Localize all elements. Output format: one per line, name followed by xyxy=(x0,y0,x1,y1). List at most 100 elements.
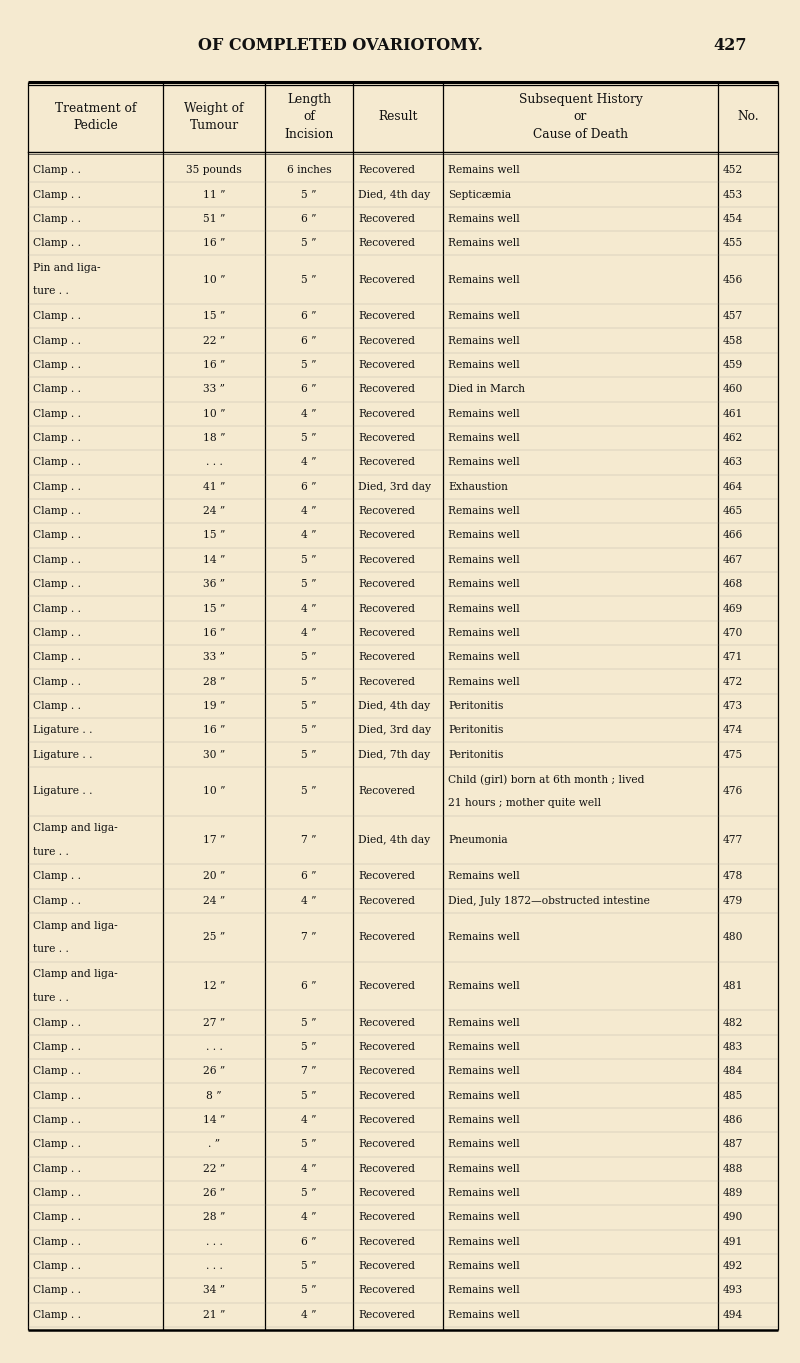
Text: Clamp . .: Clamp . . xyxy=(33,214,81,224)
Text: Remains well: Remains well xyxy=(448,311,520,322)
Text: Recovered: Recovered xyxy=(358,871,415,882)
Text: 41 ”: 41 ” xyxy=(203,481,225,492)
Text: 488: 488 xyxy=(723,1164,743,1174)
Text: 17 ”: 17 ” xyxy=(203,836,225,845)
Text: Remains well: Remains well xyxy=(448,1066,520,1077)
Text: Remains well: Remains well xyxy=(448,165,520,176)
Text: Recovered: Recovered xyxy=(358,604,415,613)
Text: Peritonitis: Peritonitis xyxy=(448,750,503,759)
Text: Remains well: Remains well xyxy=(448,1236,520,1247)
Text: Clamp . .: Clamp . . xyxy=(33,189,81,199)
Text: Clamp . .: Clamp . . xyxy=(33,433,81,443)
Text: Remains well: Remains well xyxy=(448,1018,520,1028)
Text: Remains well: Remains well xyxy=(448,506,520,517)
Text: Remains well: Remains well xyxy=(448,932,520,942)
Text: Recovered: Recovered xyxy=(358,932,415,942)
Text: 467: 467 xyxy=(723,555,743,564)
Text: 493: 493 xyxy=(723,1285,743,1295)
Text: . . .: . . . xyxy=(206,1041,222,1052)
Text: Recovered: Recovered xyxy=(358,1164,415,1174)
Text: 481: 481 xyxy=(723,981,743,991)
Text: Recovered: Recovered xyxy=(358,239,415,248)
Text: Clamp . .: Clamp . . xyxy=(33,335,81,346)
Text: Remains well: Remains well xyxy=(448,1041,520,1052)
Text: Clamp . .: Clamp . . xyxy=(33,871,81,882)
Text: Pin and liga-: Pin and liga- xyxy=(33,263,101,273)
Text: 4 ”: 4 ” xyxy=(302,628,317,638)
Text: Clamp . .: Clamp . . xyxy=(33,1261,81,1272)
Text: 487: 487 xyxy=(723,1139,743,1149)
Text: 7 ”: 7 ” xyxy=(302,836,317,845)
Text: 475: 475 xyxy=(723,750,743,759)
Text: . ”: . ” xyxy=(208,1139,220,1149)
Text: 5 ”: 5 ” xyxy=(302,1139,317,1149)
Text: Clamp . .: Clamp . . xyxy=(33,458,81,468)
Text: Clamp . .: Clamp . . xyxy=(33,701,81,711)
Text: Child (girl) born at 6th month ; lived: Child (girl) born at 6th month ; lived xyxy=(448,774,645,785)
Text: 10 ”: 10 ” xyxy=(202,786,226,796)
Text: Died, 3rd day: Died, 3rd day xyxy=(358,481,431,492)
Text: Remains well: Remains well xyxy=(448,1213,520,1223)
Text: No.: No. xyxy=(737,110,759,124)
Text: 6 ”: 6 ” xyxy=(302,214,317,224)
Text: 26 ”: 26 ” xyxy=(203,1066,225,1077)
Text: Clamp . .: Clamp . . xyxy=(33,1115,81,1124)
Text: Clamp . .: Clamp . . xyxy=(33,1213,81,1223)
Text: Recovered: Recovered xyxy=(358,165,415,176)
Text: Weight of
Tumour: Weight of Tumour xyxy=(184,102,244,132)
Text: Result: Result xyxy=(378,110,418,124)
Text: 5 ”: 5 ” xyxy=(302,676,317,687)
Text: ture . .: ture . . xyxy=(33,945,69,954)
Text: Recovered: Recovered xyxy=(358,1189,415,1198)
Text: 12 ”: 12 ” xyxy=(203,981,225,991)
Text: Remains well: Remains well xyxy=(448,1090,520,1101)
Text: Remains well: Remains well xyxy=(448,579,520,589)
Text: 14 ”: 14 ” xyxy=(203,1115,225,1124)
Text: 5 ”: 5 ” xyxy=(302,750,317,759)
Text: Recovered: Recovered xyxy=(358,1139,415,1149)
Text: Clamp . .: Clamp . . xyxy=(33,676,81,687)
Text: 5 ”: 5 ” xyxy=(302,1090,317,1101)
Text: 5 ”: 5 ” xyxy=(302,1018,317,1028)
Text: . . .: . . . xyxy=(206,1236,222,1247)
Text: 22 ”: 22 ” xyxy=(203,1164,225,1174)
Text: Septicæmia: Septicæmia xyxy=(448,189,511,199)
Text: Recovered: Recovered xyxy=(358,506,415,517)
Text: 4 ”: 4 ” xyxy=(302,604,317,613)
Text: 7 ”: 7 ” xyxy=(302,932,317,942)
Text: 465: 465 xyxy=(723,506,743,517)
Text: Clamp and liga-: Clamp and liga- xyxy=(33,920,118,931)
Text: 30 ”: 30 ” xyxy=(203,750,225,759)
Text: ture . .: ture . . xyxy=(33,286,69,297)
Text: 6 ”: 6 ” xyxy=(302,981,317,991)
Text: 16 ”: 16 ” xyxy=(203,628,225,638)
Text: 14 ”: 14 ” xyxy=(203,555,225,564)
Text: Pneumonia: Pneumonia xyxy=(448,836,508,845)
Text: Recovered: Recovered xyxy=(358,628,415,638)
Text: 480: 480 xyxy=(723,932,743,942)
Text: 51 ”: 51 ” xyxy=(203,214,225,224)
Text: Recovered: Recovered xyxy=(358,579,415,589)
Text: 24 ”: 24 ” xyxy=(203,895,225,906)
Text: Clamp . .: Clamp . . xyxy=(33,506,81,517)
Text: Recovered: Recovered xyxy=(358,311,415,322)
Text: 5 ”: 5 ” xyxy=(302,1261,317,1272)
Text: Recovered: Recovered xyxy=(358,458,415,468)
Text: 8 ”: 8 ” xyxy=(206,1090,222,1101)
Text: Remains well: Remains well xyxy=(448,214,520,224)
Text: Clamp . .: Clamp . . xyxy=(33,1066,81,1077)
Text: 479: 479 xyxy=(723,895,743,906)
Text: Clamp . .: Clamp . . xyxy=(33,1018,81,1028)
Text: 473: 473 xyxy=(723,701,743,711)
Text: Recovered: Recovered xyxy=(358,360,415,369)
Text: 6 ”: 6 ” xyxy=(302,481,317,492)
Text: 6 ”: 6 ” xyxy=(302,384,317,394)
Text: Peritonitis: Peritonitis xyxy=(448,701,503,711)
Text: Recovered: Recovered xyxy=(358,275,415,285)
Text: 427: 427 xyxy=(714,38,746,55)
Text: Remains well: Remains well xyxy=(448,604,520,613)
Text: Clamp . .: Clamp . . xyxy=(33,1041,81,1052)
Text: Clamp . .: Clamp . . xyxy=(33,409,81,418)
Text: Recovered: Recovered xyxy=(358,895,415,906)
Text: 461: 461 xyxy=(723,409,743,418)
